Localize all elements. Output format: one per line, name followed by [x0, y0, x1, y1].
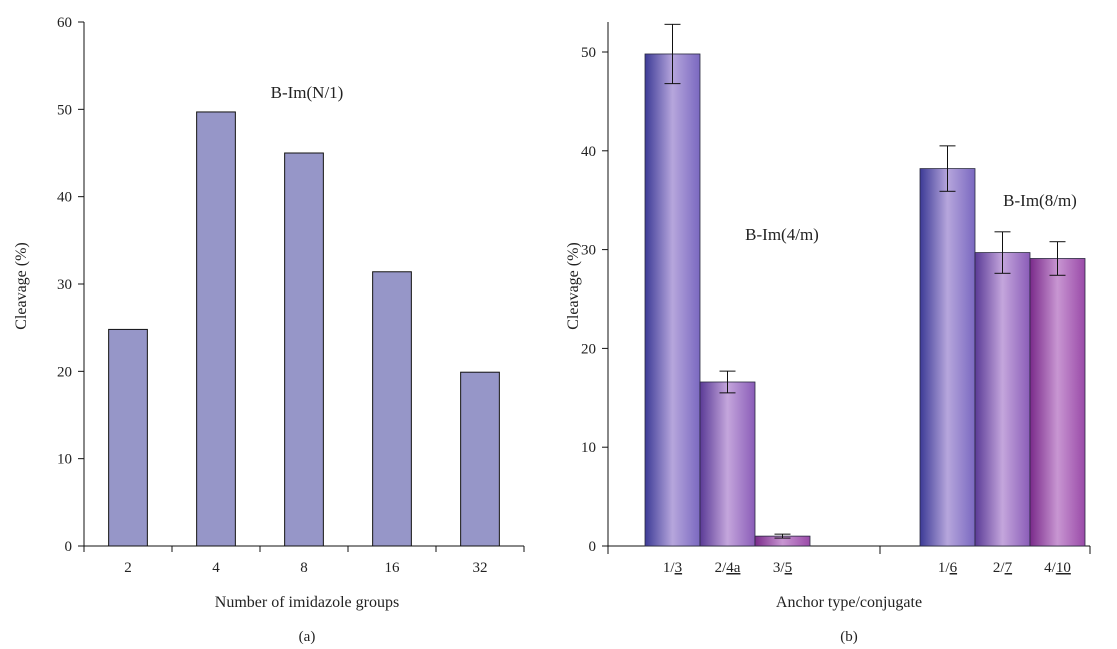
panel-b-annotation-group-2: B-Im(8/m) — [1003, 191, 1077, 210]
panel-b-label: (b) — [840, 629, 858, 645]
panel-a-x-tick-label: 8 — [300, 560, 308, 576]
panel-b-y-tick-label: 40 — [581, 144, 596, 160]
panel-a-bar-4 — [197, 112, 236, 546]
panel-a-bar-16 — [373, 272, 412, 546]
panel-b-bar-1-6 — [920, 169, 975, 546]
panel-b-x-tick-label: 2/7 — [993, 560, 1013, 576]
panel-a-y-tick-label: 40 — [57, 190, 72, 206]
panel-a-x-tick-label: 2 — [124, 560, 132, 576]
panel-a: 0 10 20 30 40 50 60 2 4 8 16 32 B-Im(N/1) Number o… — [13, 15, 524, 645]
panel-b-bar-1-3 — [645, 54, 700, 546]
panel-a-bar-32 — [461, 372, 500, 546]
panel-a-bar-2 — [109, 329, 148, 546]
panel-b: 0 10 20 30 40 50 1/3 2/4a 3/5 1/6 2/7 4/10 B-Im(4/… — [565, 22, 1090, 645]
panel-a-x-axis-label: Number of imidazole groups — [215, 594, 399, 611]
panel-b-x-tick-label: 1/6 — [938, 560, 958, 576]
panel-a-y-tick-label: 0 — [65, 539, 73, 555]
panel-b-annotation-group-1: B-Im(4/m) — [745, 225, 819, 244]
panel-b-x-tick-label: 4/10 — [1044, 560, 1071, 576]
panel-a-label: (a) — [299, 629, 316, 645]
panel-a-bar-8 — [285, 153, 324, 546]
panel-a-y-tick-label: 60 — [57, 15, 72, 31]
panel-a-y-tick-label: 20 — [57, 364, 72, 380]
panel-a-x-tick-label: 4 — [212, 560, 220, 576]
panel-b-x-axis-label: Anchor type/conjugate — [776, 594, 922, 611]
panel-b-bar-2-7 — [975, 253, 1030, 546]
panel-a-x-tick-label: 32 — [473, 560, 488, 576]
panel-b-x-tick-label: 3/5 — [773, 560, 792, 576]
panel-b-x-tick-label: 1/3 — [663, 560, 682, 576]
panel-a-y-axis-label: Cleavage (%) — [13, 242, 30, 330]
panel-b-bar-4-10 — [1030, 258, 1085, 546]
panel-b-x-tick-label: 2/4a — [715, 560, 741, 576]
panel-a-x-tick-label: 16 — [385, 560, 401, 576]
panel-b-y-tick-label: 0 — [589, 539, 597, 555]
panel-a-annotation: B-Im(N/1) — [271, 83, 344, 102]
panel-b-y-axis-label: Cleavage (%) — [565, 242, 582, 330]
panel-a-y-tick-label: 10 — [57, 452, 72, 468]
panel-b-y-tick-label: 50 — [581, 45, 596, 61]
panel-a-y-tick-label: 50 — [57, 102, 72, 118]
panel-b-y-tick-label: 30 — [581, 243, 596, 259]
panel-a-y-tick-label: 30 — [57, 277, 72, 293]
panel-b-y-tick-label: 20 — [581, 341, 596, 357]
panel-b-y-tick-label: 10 — [581, 440, 596, 456]
panel-b-bar-2-4a — [700, 382, 755, 546]
